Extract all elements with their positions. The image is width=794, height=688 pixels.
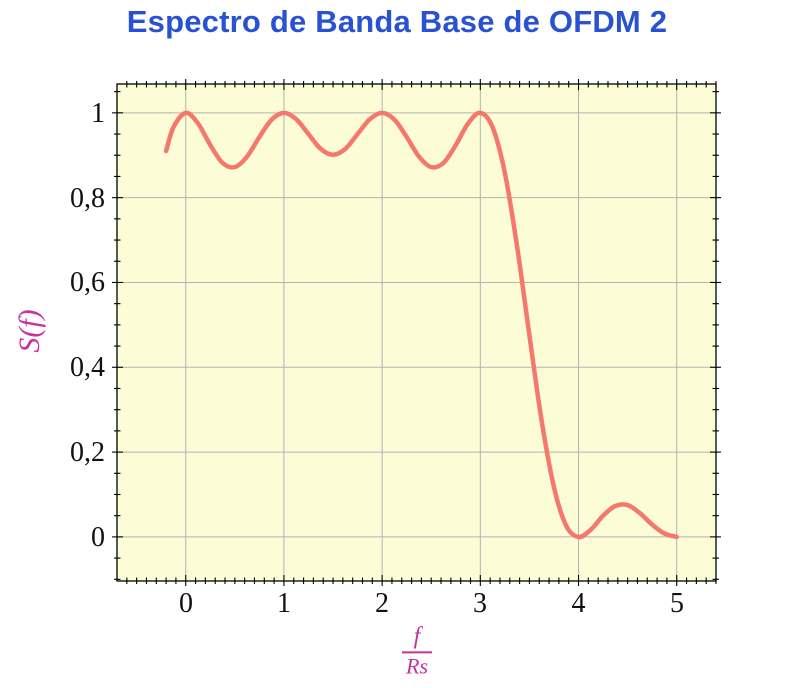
- x-axis-label: f Rs: [402, 623, 432, 678]
- x-label-numerator: f: [413, 623, 421, 650]
- y-tick-label: 1: [91, 98, 105, 129]
- y-tick-label: 0,6: [70, 267, 105, 298]
- y-tick-label: 0,4: [70, 352, 105, 383]
- y-tick-label: 0: [91, 522, 105, 553]
- axis-frame: [116, 83, 717, 582]
- x-tick-label: 0: [179, 588, 193, 619]
- x-label-denominator: Rs: [402, 651, 432, 678]
- y-tick-label: 0,2: [70, 437, 105, 468]
- y-tick-labels: 0 0,2 0,4 0,6 0,8 1: [70, 98, 105, 553]
- chart-title: Espectro de Banda Base de OFDM 2: [126, 4, 668, 39]
- x-axis-label-fraction: f Rs: [402, 623, 432, 678]
- x-tick-labels: 0 1 2 3 4 5: [179, 588, 684, 619]
- x-tick-label: 1: [277, 588, 291, 619]
- x-tick-label: 3: [473, 588, 487, 619]
- x-tick-label: 5: [670, 588, 684, 619]
- axis-ticks: [112, 79, 721, 586]
- x-tick-label: 4: [572, 588, 586, 619]
- x-tick-label: 2: [375, 588, 389, 619]
- y-tick-label: 0,8: [70, 183, 105, 214]
- gridlines: [117, 84, 716, 581]
- y-axis-label: S(f): [13, 309, 46, 353]
- plot-background: [117, 84, 716, 581]
- spectrum-curve: [163, 110, 679, 540]
